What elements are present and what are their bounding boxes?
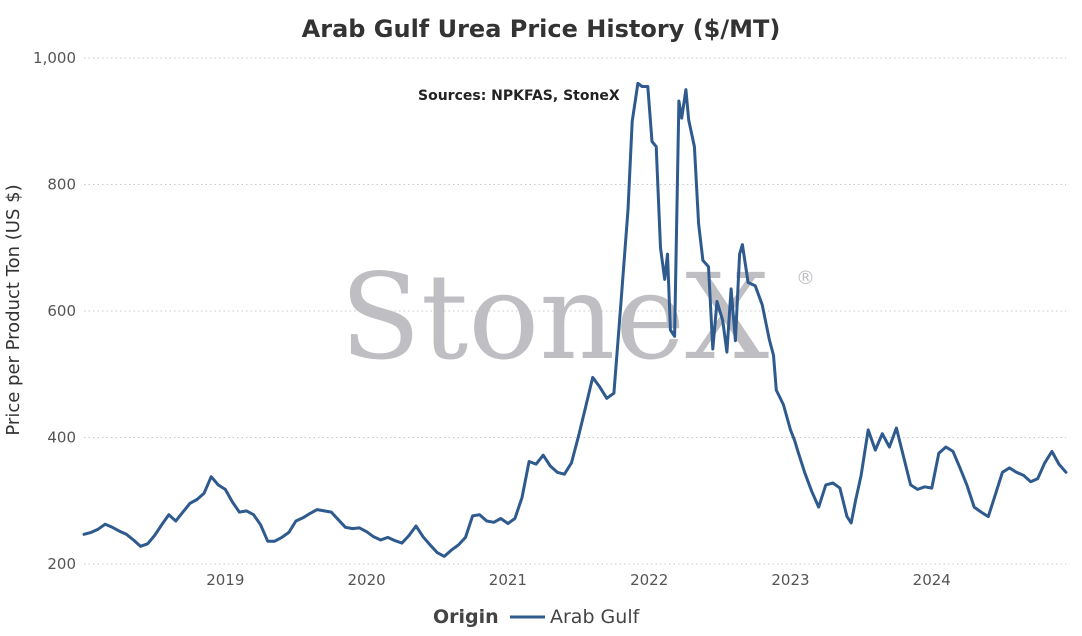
y-axis-title: Price per Product Ton (US $) — [3, 184, 24, 435]
legend-label-arab-gulf: Arab Gulf — [550, 606, 641, 628]
legend-title: Origin — [433, 606, 499, 628]
x-tick-label: 2019 — [206, 571, 244, 589]
legend: Origin Arab Gulf — [433, 606, 641, 628]
x-axis-ticks: 2019 2020 2021 2022 2023 2024 — [206, 571, 951, 589]
x-tick-label: 2020 — [347, 571, 385, 589]
y-tick-label: 200 — [47, 555, 76, 573]
x-tick-label: 2024 — [913, 571, 951, 589]
y-tick-label: 1,000 — [33, 49, 76, 67]
source-annotation: Sources: NPKFAS, StoneX — [418, 88, 620, 104]
watermark: StoneX — [340, 248, 769, 386]
y-axis-ticks: 200 400 600 800 1,000 — [33, 49, 76, 573]
y-tick-label: 600 — [47, 302, 76, 320]
gridlines — [84, 57, 1066, 565]
x-tick-label: 2023 — [771, 571, 809, 589]
series-line-arab-gulf — [82, 81, 1068, 558]
watermark-registered-mark: ® — [796, 267, 815, 289]
x-tick-label: 2021 — [489, 571, 527, 589]
chart-title: Arab Gulf Urea Price History ($/MT) — [302, 15, 781, 43]
x-tick-label: 2022 — [630, 571, 668, 589]
y-tick-label: 400 — [47, 429, 76, 447]
y-tick-label: 800 — [47, 176, 76, 194]
